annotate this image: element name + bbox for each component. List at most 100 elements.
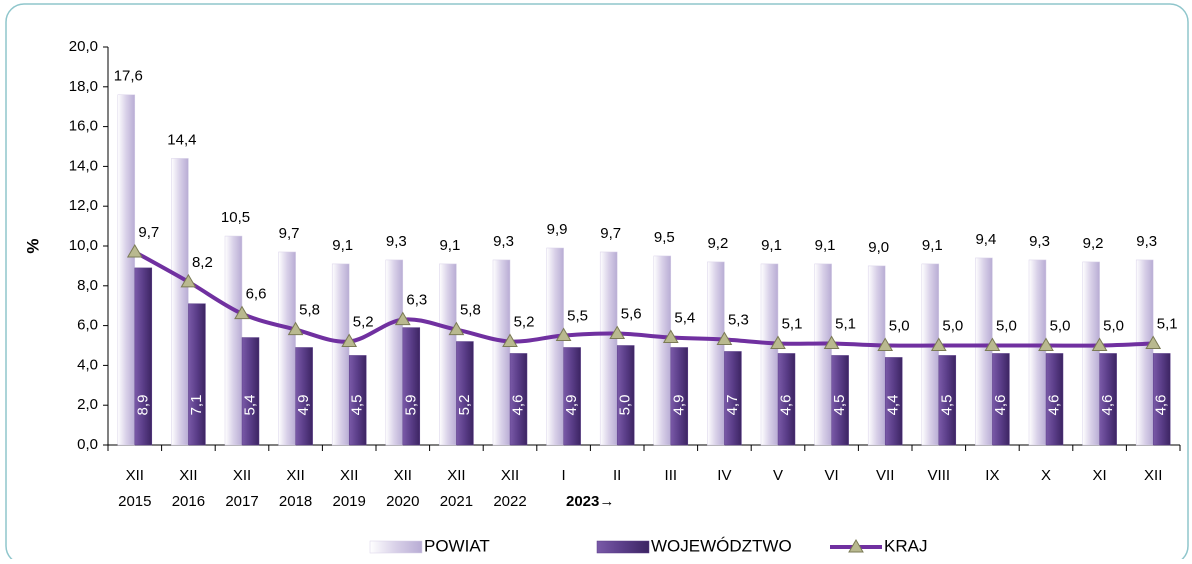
bar xyxy=(331,263,350,446)
marker xyxy=(341,333,358,348)
x-tick-label: XII xyxy=(340,467,358,484)
data-label: 4,9 xyxy=(670,395,687,416)
y-axis-label: % xyxy=(23,238,42,253)
bar xyxy=(867,265,886,446)
marker xyxy=(1091,337,1108,351)
x-tick-label: XII xyxy=(286,467,304,484)
x-tick-label: XII xyxy=(126,467,144,484)
data-label: 5,0 xyxy=(1103,317,1124,334)
bar xyxy=(1152,353,1171,446)
data-label: 9,7 xyxy=(600,225,621,242)
legend-label: KRAJ xyxy=(884,536,927,555)
x-tick-label: XII xyxy=(447,467,465,484)
y-tick-label: 18,0 xyxy=(69,78,98,95)
x-tick-label: III xyxy=(665,467,678,484)
x-tick-label: 2022 xyxy=(493,493,526,510)
x-tick-label: VIII xyxy=(928,467,951,484)
data-label: 9,5 xyxy=(654,229,675,246)
data-label: 5,1 xyxy=(782,315,803,332)
bar xyxy=(117,94,136,446)
data-label: 9,3 xyxy=(493,233,514,250)
y-tick-label: 10,0 xyxy=(69,237,98,254)
data-label: 4,6 xyxy=(992,395,1009,416)
data-label: 5,1 xyxy=(835,315,856,332)
x-annotation: 2023→ xyxy=(566,493,614,510)
y-tick-label: 16,0 xyxy=(69,118,98,135)
bar xyxy=(884,357,903,446)
marker xyxy=(877,337,894,351)
marker xyxy=(394,311,411,326)
bar xyxy=(224,235,243,446)
bar xyxy=(707,261,725,446)
data-label: 4,5 xyxy=(938,395,955,416)
x-tick-label: XI xyxy=(1093,467,1107,484)
marker xyxy=(770,335,786,350)
data-label: 5,5 xyxy=(567,308,588,325)
marker xyxy=(1145,335,1162,350)
marker xyxy=(609,325,626,340)
data-label: 5,0 xyxy=(889,317,910,334)
x-tick-label: II xyxy=(613,467,621,484)
data-label: 4,6 xyxy=(509,395,526,416)
bar xyxy=(760,263,779,446)
data-label: 4,6 xyxy=(1153,395,1170,416)
bar xyxy=(563,347,581,446)
x-tick-label: XII xyxy=(1144,467,1162,484)
data-label: 4,9 xyxy=(563,395,580,416)
marker xyxy=(716,331,733,346)
bar xyxy=(402,327,421,446)
x-tick-label: 2015 xyxy=(118,493,151,510)
y-tick-label: 8,0 xyxy=(77,277,98,294)
bar xyxy=(1028,259,1047,446)
marker xyxy=(180,273,197,288)
data-label: 9,2 xyxy=(1083,235,1104,252)
y-tick-label: 12,0 xyxy=(69,197,98,214)
data-label: 9,9 xyxy=(547,221,568,238)
data-label: 9,7 xyxy=(138,224,159,241)
x-tick-label: VII xyxy=(876,467,894,484)
bar xyxy=(777,353,796,446)
data-label: 8,9 xyxy=(134,395,151,416)
data-label: 9,1 xyxy=(332,237,353,254)
data-label: 5,0 xyxy=(942,317,963,334)
x-tick-label: 2019 xyxy=(333,493,366,510)
marker xyxy=(823,335,840,350)
y-tick-label: 14,0 xyxy=(69,157,98,174)
data-label: 9,3 xyxy=(1136,233,1157,250)
data-label: 5,4 xyxy=(241,395,258,416)
bar xyxy=(188,303,206,446)
data-label: 9,1 xyxy=(439,237,460,254)
data-label: 5,0 xyxy=(617,395,634,416)
data-label: 4,6 xyxy=(1045,395,1062,416)
bar xyxy=(278,251,296,446)
bar xyxy=(439,263,457,446)
y-tick-label: 20,0 xyxy=(69,38,98,55)
data-label: 5,1 xyxy=(1157,315,1178,332)
legend-label: POWIAT xyxy=(424,536,490,555)
marker xyxy=(555,327,572,342)
bar xyxy=(992,353,1010,446)
x-tick-label: VI xyxy=(825,467,839,484)
data-label: 4,9 xyxy=(295,395,312,416)
x-tick-label: 2018 xyxy=(279,493,312,510)
bar xyxy=(814,263,832,446)
bar xyxy=(546,247,564,446)
bar xyxy=(492,259,511,446)
frame xyxy=(5,3,1189,564)
y-tick-label: 2,0 xyxy=(77,396,98,413)
bar xyxy=(385,259,404,446)
legend-swatch xyxy=(596,540,650,554)
x-tick-label: X xyxy=(1041,467,1051,484)
bar xyxy=(724,351,742,446)
data-label: 5,9 xyxy=(402,395,419,416)
bar xyxy=(1045,353,1064,446)
data-label: 4,5 xyxy=(349,395,366,416)
data-label: 5,2 xyxy=(514,313,535,330)
x-tick-label: XII xyxy=(179,467,197,484)
y-tick-label: 6,0 xyxy=(77,317,98,334)
data-label: 5,6 xyxy=(621,306,642,323)
y-tick-label: 4,0 xyxy=(77,356,98,373)
data-label: 5,2 xyxy=(456,395,473,416)
x-tick-label: 2021 xyxy=(440,493,473,510)
